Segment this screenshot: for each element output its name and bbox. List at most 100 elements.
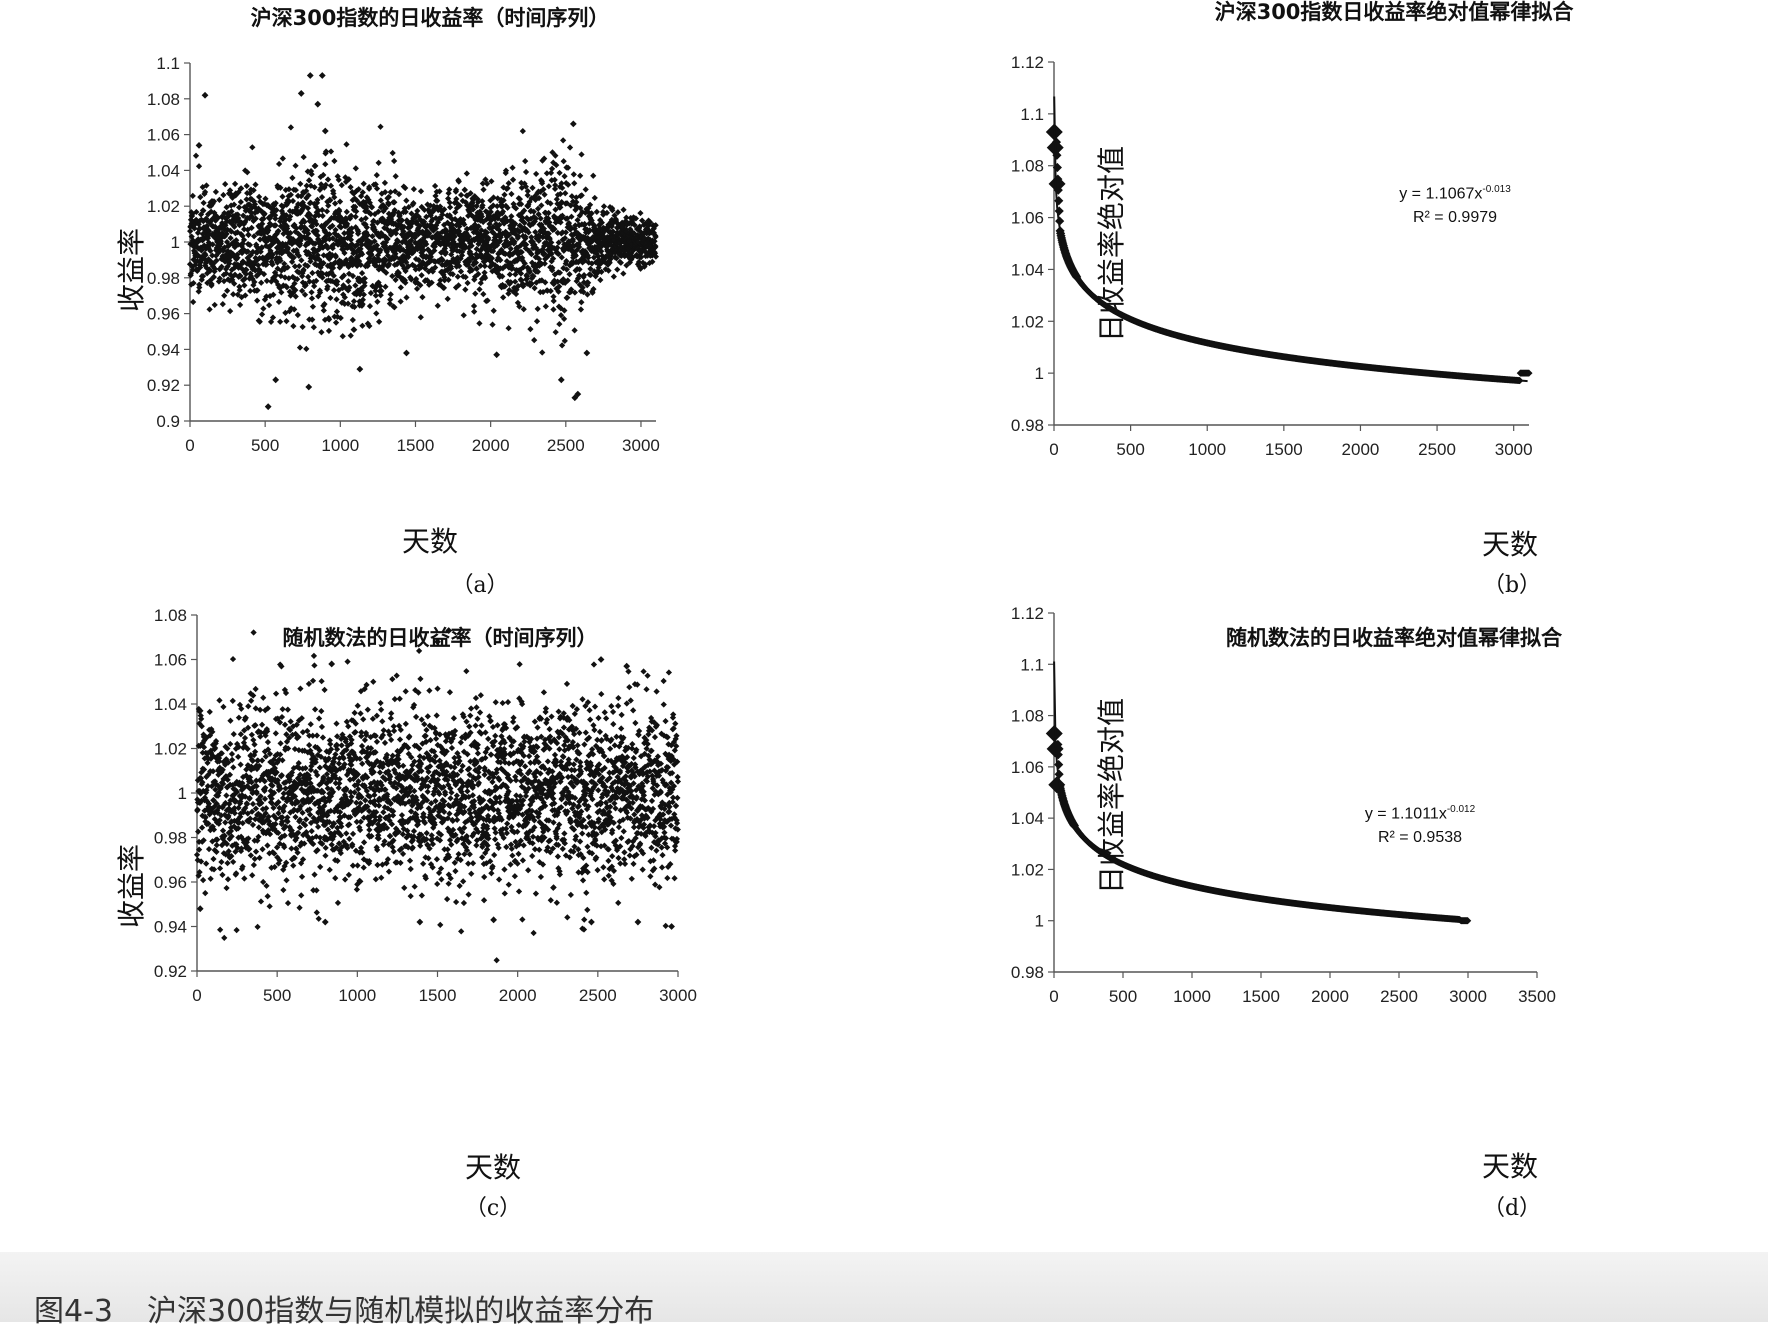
data-point xyxy=(242,735,248,741)
data-point xyxy=(491,308,497,314)
data-point xyxy=(272,376,279,383)
data-point xyxy=(299,874,305,880)
data-point xyxy=(319,207,325,213)
data-points xyxy=(187,72,659,410)
data-point xyxy=(411,186,417,192)
x-tick-label: 1000 xyxy=(321,436,359,455)
data-point xyxy=(296,263,302,269)
data-point xyxy=(320,213,326,219)
data-point xyxy=(290,323,296,329)
data-point xyxy=(552,182,558,188)
data-point xyxy=(637,210,643,216)
x-tick-label: 2000 xyxy=(1342,440,1380,459)
data-point xyxy=(193,153,199,159)
data-point xyxy=(597,277,603,283)
data-point xyxy=(300,324,306,330)
data-point xyxy=(571,327,577,333)
data-point xyxy=(305,384,312,391)
data-point xyxy=(234,927,240,933)
data-point xyxy=(200,877,206,883)
data-point xyxy=(250,801,256,807)
data-point xyxy=(227,718,233,724)
data-point xyxy=(471,303,477,309)
data-point xyxy=(543,303,549,309)
data-point xyxy=(236,715,242,721)
data-point xyxy=(245,703,251,709)
data-point xyxy=(252,182,258,188)
data-point xyxy=(318,329,324,335)
data-point xyxy=(285,706,291,712)
fit-equation: y = 1.1067x-0.013 R² = 0.9979 xyxy=(1355,178,1555,230)
data-point xyxy=(353,165,359,171)
data-point xyxy=(216,697,222,703)
data-point xyxy=(472,291,478,297)
x-tick-label: 0 xyxy=(1049,440,1058,459)
data-point xyxy=(265,893,271,899)
data-point xyxy=(311,283,317,289)
data-point xyxy=(506,180,512,186)
data-point xyxy=(403,350,410,357)
data-point xyxy=(583,186,589,192)
data-point xyxy=(312,163,318,169)
data-point xyxy=(359,323,365,329)
data-point xyxy=(374,299,380,305)
data-point xyxy=(583,350,590,357)
data-point xyxy=(208,876,214,882)
data-point xyxy=(326,328,332,334)
data-point xyxy=(276,161,282,167)
y-tick-label: 1.06 xyxy=(1011,209,1044,228)
data-point xyxy=(308,721,314,727)
data-point xyxy=(562,190,568,196)
data-point xyxy=(489,322,495,328)
data-point xyxy=(345,278,351,284)
data-point xyxy=(344,209,350,215)
data-point xyxy=(527,326,533,332)
data-point xyxy=(500,294,506,300)
data-point xyxy=(306,177,312,183)
data-point xyxy=(322,128,329,135)
data-point xyxy=(290,862,296,868)
data-point xyxy=(333,320,339,326)
data-point xyxy=(578,299,584,305)
data-point xyxy=(529,185,535,191)
x-tick-label: 1500 xyxy=(397,436,435,455)
data-point xyxy=(391,158,397,164)
data-point xyxy=(292,163,298,169)
y-tick-label: 1.04 xyxy=(147,161,180,180)
data-point xyxy=(390,150,396,156)
data-point xyxy=(260,306,266,312)
data-point xyxy=(351,327,357,333)
data-point xyxy=(578,151,584,157)
data-point xyxy=(435,303,441,309)
data-point xyxy=(296,905,302,911)
data-point xyxy=(353,214,359,220)
y-tick-label: 1 xyxy=(171,233,180,252)
data-point xyxy=(314,101,321,108)
panel-label: （a） xyxy=(420,567,540,599)
data-point xyxy=(462,286,468,292)
x-axis-label: 天数 xyxy=(1460,523,1560,563)
data-point xyxy=(403,294,409,300)
data-point xyxy=(343,141,349,147)
data-point xyxy=(348,333,354,339)
data-point xyxy=(253,849,259,855)
data-point xyxy=(1054,196,1063,205)
data-point xyxy=(266,302,272,308)
data-point xyxy=(295,312,301,318)
data-point xyxy=(218,859,224,865)
y-tick-label: 1.06 xyxy=(147,126,180,145)
data-point xyxy=(232,181,238,187)
data-point xyxy=(356,366,363,373)
data-point xyxy=(230,859,236,865)
data-point xyxy=(509,165,515,171)
y-tick-label: 0.92 xyxy=(154,962,187,981)
data-point xyxy=(553,329,559,335)
data-point xyxy=(324,208,330,214)
data-point xyxy=(482,263,488,269)
data-point xyxy=(220,192,226,198)
data-point xyxy=(277,319,283,325)
data-point xyxy=(279,194,285,200)
